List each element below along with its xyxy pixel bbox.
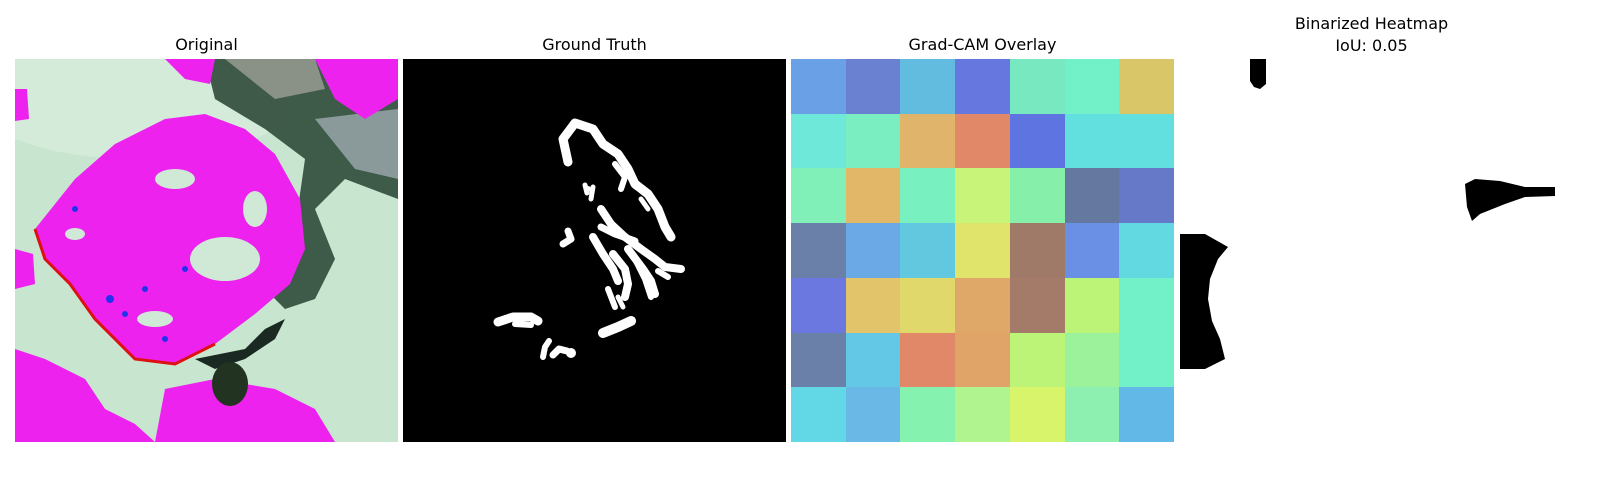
gradcam-cell [955,278,1010,333]
panel-binarized-heatmap: Binarized Heatmap IoU: 0.05 [1180,0,1563,500]
gradcam-cell [1010,168,1065,223]
panel-gradcam-overlay: Grad-CAM Overlay [791,0,1174,500]
gradcam-cell [846,333,900,387]
gradcam-heatmap-svg [791,59,1174,442]
gradcam-cell [955,223,1010,278]
binarized-heatmap-svg [1180,59,1563,442]
gradcam-cell [1119,223,1174,278]
gradcam-cell [791,333,846,387]
ground-truth-svg [403,59,786,442]
panel-original: Original [15,0,398,500]
gradcam-cell [955,333,1010,387]
gradcam-cell [1065,223,1119,278]
gradcam-cell [1010,333,1065,387]
gradcam-cell [1119,333,1174,387]
gradcam-cell [791,223,846,278]
gradcam-cell [955,387,1010,442]
gradcam-cell [955,168,1010,223]
ground-truth-mask [403,59,786,442]
original-image-svg [15,59,398,442]
panel-title: Original [175,35,238,54]
gradcam-cell [791,387,846,442]
iou-score: IoU: 0.05 [1335,36,1408,55]
gradcam-cell [1010,114,1065,168]
gradcam-cell [846,278,900,333]
gradcam-cell [791,114,846,168]
gradcam-cell [791,168,846,223]
gradcam-cell [846,223,900,278]
gradcam-cell [1010,223,1065,278]
panel-title: Ground Truth [542,35,647,54]
panel-title: Binarized Heatmap [1294,14,1449,33]
gradcam-cell [900,278,955,333]
gradcam-cell [1119,168,1174,223]
gradcam-cell [1065,168,1119,223]
gradcam-cell [900,333,955,387]
gradcam-cell [900,168,955,223]
gradcam-cell [791,59,846,114]
gradcam-cell [1065,114,1119,168]
gradcam-cell [900,114,955,168]
panel-title: Grad-CAM Overlay [908,35,1057,54]
gradcam-cell [846,59,900,114]
gradcam-cell [1010,278,1065,333]
gradcam-overlay [791,59,1174,442]
gradcam-cell [955,59,1010,114]
gradcam-cell [1119,59,1174,114]
gradcam-cell [846,114,900,168]
gradcam-cell [1010,59,1065,114]
binarized-heatmap [1180,59,1563,442]
gradcam-cell [900,387,955,442]
gradcam-cell [900,223,955,278]
panel-ground-truth: Ground Truth [403,0,786,500]
gradcam-cell [1119,387,1174,442]
gradcam-cell [1065,333,1119,387]
gradcam-cell [846,387,900,442]
gradcam-cell [846,168,900,223]
gradcam-cell [1065,278,1119,333]
gradcam-cell [1119,278,1174,333]
gradcam-cell [1119,114,1174,168]
gradcam-cell [900,59,955,114]
gradcam-cell [955,114,1010,168]
original-image [15,59,398,442]
gradcam-cell [1065,59,1119,114]
gradcam-cell [1065,387,1119,442]
gradcam-cell [1010,387,1065,442]
gradcam-cell [791,278,846,333]
